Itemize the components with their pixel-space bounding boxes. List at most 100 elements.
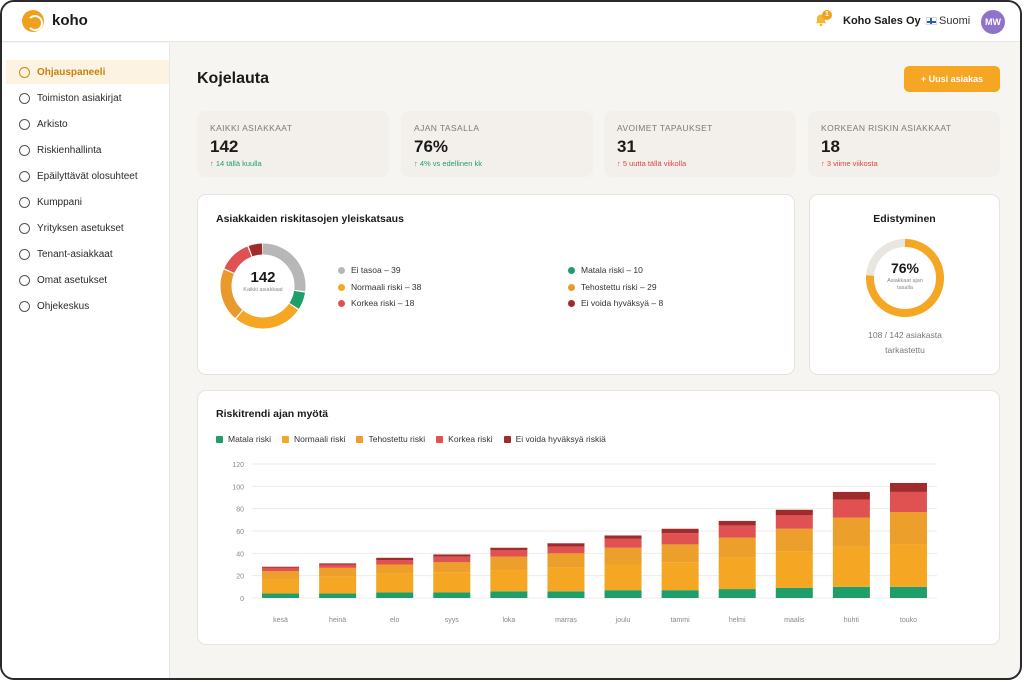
bar-segment[interactable] (718, 525, 756, 538)
bar-segment[interactable] (319, 593, 357, 598)
bar-segment[interactable] (262, 566, 300, 568)
avatar[interactable]: MW (981, 10, 1005, 34)
sidebar-item-label: Omat asetukset (37, 274, 108, 286)
sidebar-item-toimiston-asiakirjat[interactable]: Toimiston asiakirjat (6, 86, 169, 110)
bar-segment[interactable] (832, 517, 870, 547)
language-selector[interactable]: Suomi (939, 15, 971, 27)
sidebar-item-label: Ohjekeskus (37, 300, 90, 312)
bar-segment[interactable] (319, 564, 357, 568)
bar-segment[interactable] (889, 482, 927, 492)
sidebar-item-epailyttavat-olosuhteet[interactable]: Epäilyttävät olosuhteet (6, 164, 169, 188)
bar-segment[interactable] (262, 579, 300, 594)
y-tick-label: 120 (232, 462, 244, 469)
bar-segment[interactable] (604, 538, 642, 548)
bar-segment[interactable] (490, 570, 528, 592)
bar-segment[interactable] (319, 576, 357, 594)
bar-segment[interactable] (661, 533, 699, 545)
bar-segment[interactable] (376, 560, 414, 565)
sidebar-item-kumppani[interactable]: Kumppani (6, 190, 169, 214)
donut-segment[interactable] (220, 243, 306, 329)
legend-dot (568, 283, 575, 291)
bar-segment[interactable] (661, 590, 699, 598)
bar-segment[interactable] (718, 520, 756, 526)
bar-segment[interactable] (889, 586, 927, 598)
bar-segment[interactable] (433, 556, 471, 563)
bar-segment[interactable] (718, 537, 756, 558)
donut-segment[interactable] (220, 243, 306, 329)
sidebar-item-ohjauspaneeli[interactable]: Ohjauspaneeli (6, 60, 169, 84)
donut-segment[interactable] (220, 243, 306, 329)
trend-legend-item[interactable]: Tehostettu riski (356, 434, 425, 444)
bar-segment[interactable] (490, 591, 528, 598)
bar-segment[interactable] (319, 563, 357, 565)
y-tick-label: 40 (236, 551, 244, 558)
sidebar-item-riskienhallinta[interactable]: Riskienhallinta (6, 138, 169, 162)
bar-segment[interactable] (547, 546, 585, 554)
bar-segment[interactable] (604, 590, 642, 598)
bar-segment[interactable] (376, 564, 414, 574)
bar-segment[interactable] (547, 553, 585, 568)
bar-segment[interactable] (490, 556, 528, 571)
progress-percent: 76% (890, 260, 920, 276)
sidebar-item-arkisto[interactable]: Arkisto (6, 112, 169, 136)
trend-legend-item[interactable]: Korkea riski (436, 434, 493, 444)
sidebar-item-omat-asetukset[interactable]: Omat asetukset (6, 268, 169, 292)
bar-segment[interactable] (889, 491, 927, 513)
bar-segment[interactable] (661, 544, 699, 563)
bar-segment[interactable] (832, 586, 870, 598)
legend-label: Korkea riski (448, 434, 493, 444)
bar-segment[interactable] (775, 515, 813, 529)
bar-segment[interactable] (775, 509, 813, 516)
bar-segment[interactable] (262, 593, 300, 598)
sidebar-item-tenant-asiakkaat[interactable]: Tenant-asiakkaat (6, 242, 169, 266)
donut-total: 142 (250, 269, 276, 286)
circle-icon (19, 144, 30, 156)
bar-segment[interactable] (889, 512, 927, 545)
bar-segment[interactable] (490, 549, 528, 557)
legend-dot (338, 283, 345, 291)
bar-segment[interactable] (262, 571, 300, 580)
progress-caption: 108 / 142 asiakasta tarkastettu (868, 330, 942, 355)
bar-segment[interactable] (604, 547, 642, 565)
x-tick-label: joulu (615, 617, 631, 624)
sidebar-item-ohjekeskus[interactable]: Ohjekeskus (6, 294, 169, 318)
app-name[interactable]: koho (52, 12, 88, 29)
trend-legend-item[interactable]: Normaali riski (281, 434, 345, 444)
bar-segment[interactable] (832, 546, 870, 587)
bar-segment[interactable] (262, 567, 300, 572)
bar-segment[interactable] (604, 535, 642, 539)
bar-segment[interactable] (433, 554, 471, 557)
bar-segment[interactable] (661, 528, 699, 534)
trend-legend-item[interactable]: Ei voida hyväksyä riskiä (503, 434, 606, 444)
bar-segment[interactable] (775, 587, 813, 598)
legend-item: Normaali riski – 38 (338, 282, 421, 292)
bar-segment[interactable] (376, 573, 414, 593)
x-tick-label: marras (555, 617, 577, 624)
new-customer-button[interactable]: + Uusi asiakas (904, 66, 1000, 92)
circle-icon (19, 222, 30, 234)
bar-segment[interactable] (889, 544, 927, 587)
bar-segment[interactable] (319, 567, 357, 577)
company-name[interactable]: Koho Sales Oy (843, 15, 921, 27)
bar-segment[interactable] (718, 589, 756, 598)
bar-segment[interactable] (775, 551, 813, 588)
trend-legend-item[interactable]: Matala riski (216, 434, 271, 444)
bar-segment[interactable] (832, 499, 870, 518)
bar-segment[interactable] (547, 567, 585, 592)
bar-segment[interactable] (376, 592, 414, 598)
bar-segment[interactable] (433, 592, 471, 598)
bar-segment[interactable] (376, 557, 414, 561)
koho-logo-icon[interactable] (22, 10, 44, 32)
sidebar-item-yrityksen-asetukset[interactable]: Yrityksen asetukset (6, 216, 169, 240)
bar-segment[interactable] (490, 547, 528, 550)
bar-segment[interactable] (547, 591, 585, 598)
bar-segment[interactable] (604, 564, 642, 591)
bar-segment[interactable] (433, 572, 471, 593)
bar-segment[interactable] (661, 562, 699, 591)
stat-value: 31 (617, 137, 636, 156)
bar-segment[interactable] (547, 543, 585, 547)
bar-segment[interactable] (775, 528, 813, 552)
bar-segment[interactable] (832, 491, 870, 500)
bar-segment[interactable] (718, 557, 756, 590)
bar-segment[interactable] (433, 562, 471, 573)
